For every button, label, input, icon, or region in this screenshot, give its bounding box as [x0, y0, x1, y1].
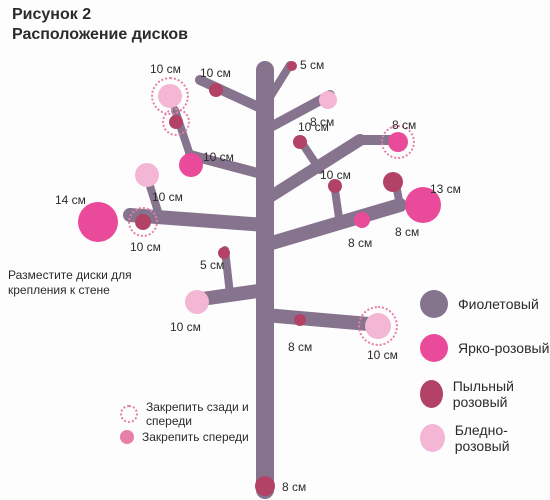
- disc-label: 8 см: [348, 236, 372, 250]
- mounting-note: Разместите диски для крепления к стене: [8, 268, 132, 298]
- legend-swatch: [420, 334, 448, 362]
- disc-label: 10 см: [320, 168, 351, 182]
- disc-label: 10 см: [203, 150, 234, 164]
- disc: [135, 163, 159, 187]
- legend-label: Пыльный розовый: [453, 378, 550, 410]
- key-label: Закрепить сзади и спереди: [146, 400, 249, 428]
- legend-swatch: [420, 290, 448, 318]
- legend-swatch: [420, 380, 443, 408]
- disc-label: 5 см: [300, 58, 324, 72]
- disc-label: 10 см: [367, 348, 398, 362]
- disc-label: 13 см: [430, 182, 461, 196]
- key-item: Закрепить сзади и спереди: [120, 400, 249, 428]
- disc: [388, 132, 408, 152]
- disc: [78, 202, 118, 242]
- disc: [319, 91, 337, 109]
- legend-item: Пыльный розовый: [420, 378, 550, 410]
- disc: [354, 212, 370, 228]
- disc-label: 8 см: [395, 225, 419, 239]
- disc: [209, 83, 223, 97]
- key-swatch: [120, 405, 138, 423]
- disc: [287, 61, 297, 71]
- disc: [169, 115, 183, 129]
- disc-label: 10 см: [130, 240, 161, 254]
- disc-label: 5 см: [200, 258, 224, 272]
- legend-swatch: [420, 424, 445, 452]
- disc: [293, 135, 307, 149]
- disc-label: 8 см: [288, 340, 312, 354]
- disc: [255, 476, 275, 496]
- diagram-stage: Рисунок 2 Расположение дисков 10 см10 см…: [0, 0, 550, 500]
- disc-label: 14 см: [55, 193, 86, 207]
- disc-label: 8 см: [282, 480, 306, 494]
- legend-label: Бледно-розовый: [455, 422, 550, 454]
- disc: [185, 290, 209, 314]
- disc-label: 10 см: [150, 62, 181, 76]
- disc: [294, 314, 306, 326]
- legend-item: Ярко-розовый: [420, 334, 549, 362]
- disc-label: 10 см: [152, 190, 183, 204]
- disc: [383, 172, 403, 192]
- disc: [158, 84, 182, 108]
- legend-label: Ярко-розовый: [458, 340, 549, 356]
- disc: [135, 214, 151, 230]
- disc-label: 10 см: [298, 120, 329, 134]
- disc-label: 10 см: [170, 320, 201, 334]
- disc-label: 8 см: [392, 118, 416, 132]
- key-swatch: [120, 430, 134, 444]
- legend-item: Бледно-розовый: [420, 422, 550, 454]
- disc: [365, 313, 391, 339]
- legend-item: Фиолетовый: [420, 290, 539, 318]
- disc: [179, 153, 203, 177]
- key-label: Закрепить спереди: [142, 430, 249, 444]
- legend-label: Фиолетовый: [458, 296, 539, 312]
- disc-label: 10 см: [200, 66, 231, 80]
- key-item: Закрепить спереди: [120, 430, 249, 444]
